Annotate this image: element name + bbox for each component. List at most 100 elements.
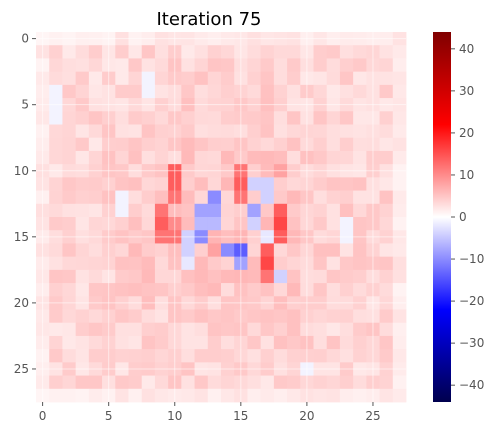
colorbar: 40 30 20 10 0 −10 −20 −30 −40 xyxy=(433,32,484,402)
heatmap-cell xyxy=(207,190,222,205)
heatmap-cell xyxy=(221,322,235,337)
heatmap-cell xyxy=(339,111,354,125)
heatmap-cell xyxy=(49,58,63,73)
heatmap-cell xyxy=(392,217,407,231)
heatmap-cell xyxy=(128,243,143,258)
heatmap-cell xyxy=(326,58,341,73)
heatmap-cell xyxy=(75,375,90,390)
heatmap-cell xyxy=(115,111,129,125)
heatmap-cell xyxy=(392,150,407,165)
heatmap-cell xyxy=(49,217,63,231)
heatmap-cell xyxy=(62,190,77,205)
heatmap-cell xyxy=(326,71,341,86)
heatmap-cell xyxy=(247,309,262,324)
heatmap-cell xyxy=(88,58,103,73)
heatmap-cell xyxy=(88,375,103,390)
heatmap-cell xyxy=(207,309,222,324)
heatmap-cell xyxy=(154,243,169,258)
heatmap-cell xyxy=(49,124,63,139)
heatmap-cell xyxy=(88,256,103,271)
heatmap-cell xyxy=(326,124,341,139)
heatmap-cell xyxy=(154,137,169,152)
heatmap-cell xyxy=(141,203,156,218)
heatmap-cell xyxy=(141,283,156,297)
heatmap-cell xyxy=(194,349,209,363)
heatmap-cell xyxy=(313,375,328,390)
heatmap-cell xyxy=(115,177,129,191)
heatmap-cell xyxy=(128,124,143,139)
heatmap-cell xyxy=(49,335,63,350)
heatmap-cell xyxy=(154,177,169,191)
heatmap-cell xyxy=(247,283,262,297)
heatmap-cell xyxy=(379,375,394,390)
heatmap-cell xyxy=(273,71,288,86)
heatmap-cell xyxy=(339,217,354,231)
y-tick-label: 20 xyxy=(14,296,29,310)
heatmap-cell xyxy=(181,388,195,403)
heatmap-cell xyxy=(287,137,301,152)
heatmap-cell xyxy=(287,177,301,191)
heatmap-cell xyxy=(181,335,195,350)
heatmap-cell xyxy=(128,217,143,231)
heatmap-cell xyxy=(181,190,195,205)
grid-lines xyxy=(36,32,406,402)
heatmap-cell xyxy=(339,150,354,165)
heatmap-cell xyxy=(313,256,328,271)
heatmap-cell xyxy=(194,71,209,86)
heatmap-cell xyxy=(260,322,275,337)
heatmap-cell xyxy=(181,217,195,231)
heatmap-cell xyxy=(339,322,354,337)
heatmap-cell xyxy=(379,322,394,337)
heatmap-cell xyxy=(313,190,328,205)
heatmap-cell xyxy=(141,322,156,337)
heatmap-cell xyxy=(221,375,235,390)
heatmap-cell xyxy=(313,124,328,139)
heatmap-cell xyxy=(128,190,143,205)
colorbar-tick-label: −40 xyxy=(459,378,484,392)
heatmap-cell xyxy=(287,269,301,284)
heatmap-cell xyxy=(379,269,394,284)
heatmap-cell xyxy=(326,309,341,324)
heatmap-cell xyxy=(392,124,407,139)
heatmap-cell xyxy=(115,58,129,73)
heatmap-cell xyxy=(221,177,235,191)
heatmap-cell xyxy=(75,243,90,258)
heatmap-cell xyxy=(154,309,169,324)
heatmap-cell xyxy=(62,150,77,165)
heatmap-cell xyxy=(141,150,156,165)
heatmap-cell xyxy=(326,45,341,59)
heatmap-cell xyxy=(287,283,301,297)
heatmap-cell xyxy=(339,177,354,191)
x-tick-label: 5 xyxy=(105,409,113,423)
heatmap-cell xyxy=(49,375,63,390)
heatmap-cell xyxy=(221,388,235,403)
heatmap-cell xyxy=(75,177,90,191)
heatmap-cell xyxy=(49,322,63,337)
heatmap-cell xyxy=(247,45,262,59)
heatmap-cell xyxy=(260,256,275,271)
heatmap-cell xyxy=(49,71,63,86)
heatmap-cell xyxy=(392,309,407,324)
heatmap-cell xyxy=(221,124,235,139)
heatmap-cell xyxy=(379,217,394,231)
heatmap-cell xyxy=(194,58,209,73)
heatmap-cell xyxy=(353,137,367,152)
heatmap-cell xyxy=(154,283,169,297)
heatmap-cell xyxy=(392,375,407,390)
heatmap-cell xyxy=(181,150,195,165)
heatmap-cell xyxy=(379,190,394,205)
heatmap-cell xyxy=(62,71,77,86)
heatmap-cell xyxy=(154,58,169,73)
heatmap-cell xyxy=(379,84,394,99)
heatmap-cell xyxy=(313,150,328,165)
heatmap-cell xyxy=(392,203,407,218)
heatmap-cell xyxy=(62,349,77,363)
chart-title: Iteration 75 xyxy=(157,9,262,30)
heatmap-cell xyxy=(141,137,156,152)
x-tick-label: 0 xyxy=(39,409,47,423)
colorbar-tick-label: −20 xyxy=(459,294,484,308)
heatmap-cell xyxy=(287,375,301,390)
heatmap-cell xyxy=(273,84,288,99)
heatmap-cell xyxy=(339,243,354,258)
